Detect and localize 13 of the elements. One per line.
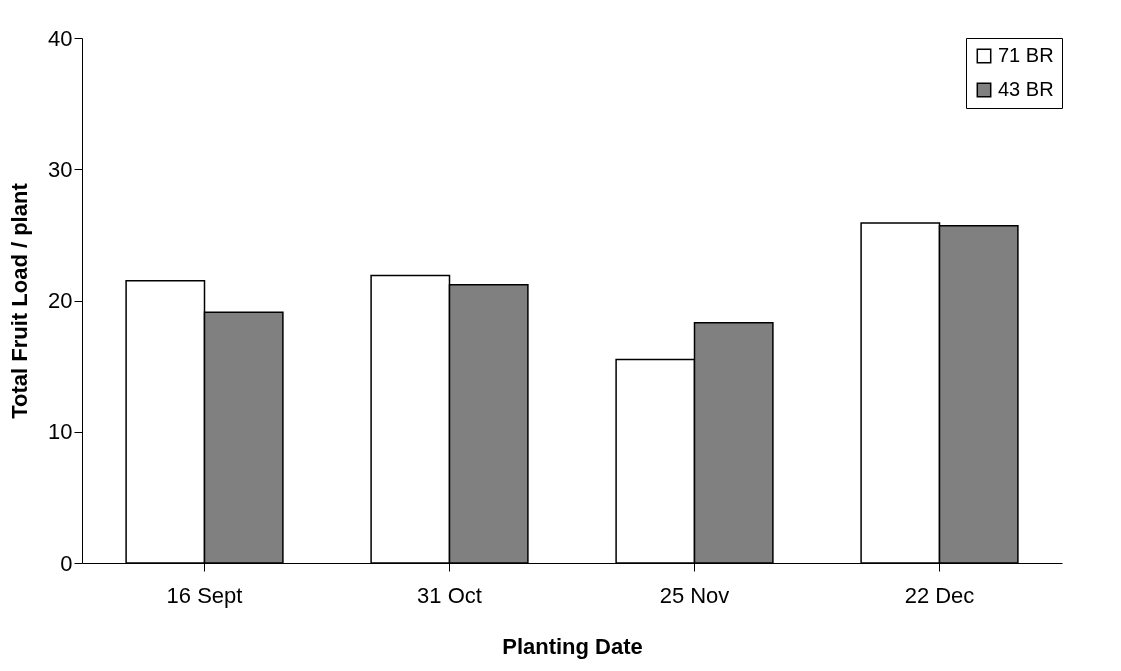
- x-axis-title: Planting Date: [502, 633, 643, 659]
- x-tick-label: 25 Nov: [659, 582, 730, 608]
- x-tick-label: 16 Sept: [166, 582, 243, 608]
- legend-label: 71 BR: [998, 44, 1054, 66]
- y-tick-label: 30: [48, 156, 73, 182]
- y-axis-title: Total Fruit Load / plant: [7, 182, 33, 419]
- y-tick-label: 10: [48, 419, 73, 445]
- y-tick-label: 40: [48, 25, 73, 51]
- legend-label: 43 BR: [998, 78, 1054, 100]
- y-tick-label: 20: [48, 288, 73, 313]
- x-tick-label: 22 Dec: [904, 582, 975, 608]
- x-tick-label: 31 Oct: [417, 582, 482, 608]
- y-tick-label: 0: [60, 550, 73, 576]
